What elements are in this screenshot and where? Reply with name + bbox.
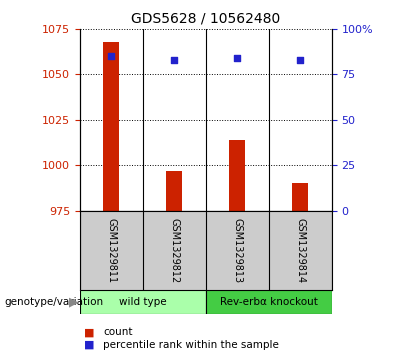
Point — [108, 53, 115, 59]
Text: Rev-erbα knockout: Rev-erbα knockout — [220, 297, 318, 307]
Text: ■: ■ — [84, 327, 94, 337]
Text: ■: ■ — [84, 340, 94, 350]
Text: GSM1329814: GSM1329814 — [295, 218, 305, 283]
Text: GSM1329812: GSM1329812 — [169, 218, 179, 283]
Bar — [80, 290, 206, 314]
Text: genotype/variation: genotype/variation — [4, 297, 103, 307]
Title: GDS5628 / 10562480: GDS5628 / 10562480 — [131, 11, 281, 25]
Text: count: count — [103, 327, 132, 337]
Bar — [229, 140, 245, 211]
Text: GSM1329811: GSM1329811 — [106, 218, 116, 283]
Bar — [292, 183, 308, 211]
Point — [234, 55, 241, 61]
Bar — [103, 42, 119, 211]
Text: wild type: wild type — [119, 297, 167, 307]
Point — [171, 57, 178, 63]
Bar — [166, 171, 182, 211]
Text: percentile rank within the sample: percentile rank within the sample — [103, 340, 279, 350]
Point — [297, 57, 304, 63]
Text: ▶: ▶ — [69, 296, 78, 309]
Bar — [206, 290, 332, 314]
Text: GSM1329813: GSM1329813 — [232, 218, 242, 283]
